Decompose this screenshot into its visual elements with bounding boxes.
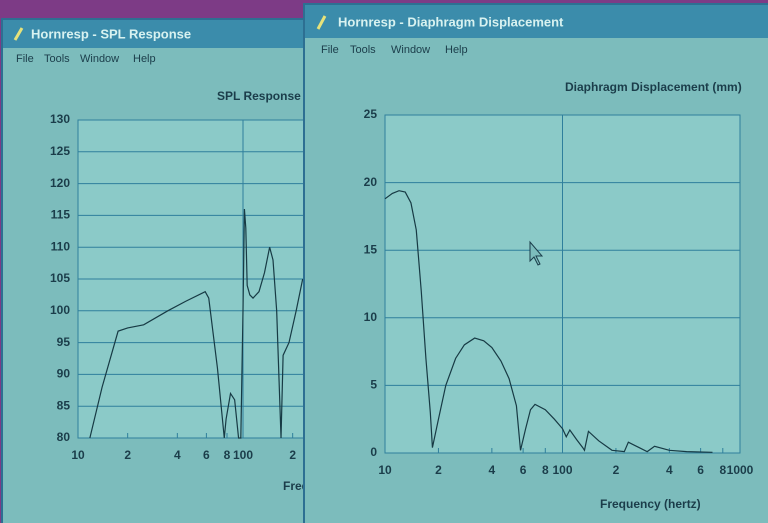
y-tick-label: 125	[50, 144, 70, 158]
menu-item[interactable]: Tools	[44, 53, 70, 65]
x-tick-label: 2	[124, 448, 131, 462]
y-tick-label: 85	[57, 398, 71, 412]
mouse-cursor	[529, 240, 544, 266]
y-tick-label: 110	[51, 239, 71, 253]
y-tick-label: 15	[364, 242, 378, 256]
chart-title: Diaphragm Displacement (mm)	[565, 80, 742, 94]
y-tick-label: 90	[57, 367, 71, 381]
menu-item[interactable]: Window	[391, 44, 430, 56]
app-icon	[13, 27, 24, 41]
x-tick-label: 100	[552, 463, 572, 477]
x-tick-label: 10	[71, 448, 85, 462]
y-tick-label: 80	[57, 430, 71, 444]
x-tick-label: 4	[666, 463, 673, 477]
y-tick-label: 25	[364, 107, 378, 121]
chart-title: SPL Response	[217, 89, 301, 103]
x-tick-label: 4	[489, 463, 496, 477]
y-tick-label: 0	[370, 445, 377, 459]
y-tick-label: 130	[50, 112, 70, 126]
window-title: Hornresp - SPL Response	[31, 26, 191, 41]
y-tick-label: 95	[57, 335, 71, 349]
menu-item[interactable]: File	[321, 44, 339, 56]
x-tick-label: 1000	[727, 463, 754, 477]
x-tick-label: 8	[224, 448, 231, 462]
y-tick-label: 100	[50, 303, 70, 317]
x-axis-label: Frequency (hertz)	[600, 497, 701, 511]
data-line	[384, 190, 713, 453]
menu-item[interactable]: Window	[80, 53, 119, 65]
menu-item[interactable]: Tools	[350, 44, 376, 56]
y-tick-label: 5	[370, 378, 377, 392]
y-tick-label: 120	[50, 176, 70, 190]
menu-item[interactable]: Help	[445, 44, 468, 56]
x-tick-label: 4	[174, 448, 181, 462]
x-tick-label: 8	[719, 463, 726, 477]
y-tick-label: 115	[51, 208, 71, 222]
menu-item[interactable]: Help	[133, 53, 156, 65]
x-tick-label: 8	[542, 463, 549, 477]
data-line	[89, 208, 304, 439]
x-tick-label: 2	[435, 463, 442, 477]
x-tick-label: 2	[289, 448, 296, 462]
x-tick-label: 100	[233, 448, 253, 462]
window-body: Hornresp - Diaphragm Displacement File T…	[305, 5, 768, 511]
x-tick-label: 2	[613, 463, 620, 477]
y-tick-label: 10	[364, 310, 378, 324]
app-icon	[316, 15, 327, 30]
x-tick-label: 10	[378, 463, 392, 477]
window-title: Hornresp - Diaphragm Displacement	[338, 14, 564, 29]
displacement-window: Hornresp - Diaphragm Displacement File T…	[305, 5, 768, 523]
menu-item[interactable]: File	[16, 53, 34, 65]
y-tick-label: 105	[50, 271, 70, 285]
x-tick-label: 6	[697, 463, 704, 477]
x-tick-label: 6	[203, 448, 210, 462]
y-tick-label: 20	[364, 175, 378, 189]
title-bar	[305, 5, 768, 38]
x-tick-label: 6	[520, 463, 527, 477]
